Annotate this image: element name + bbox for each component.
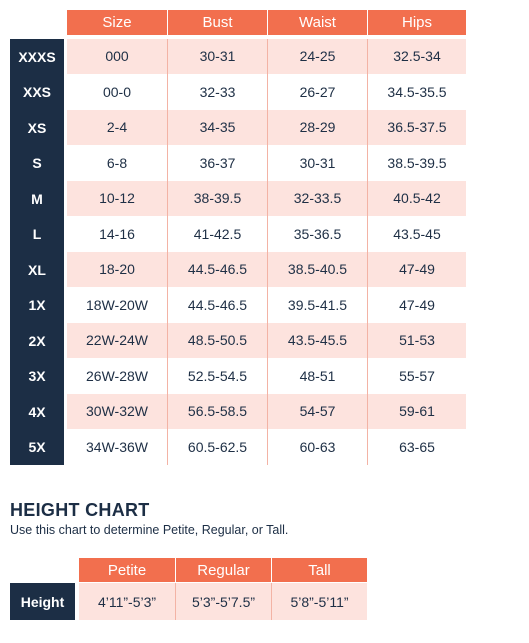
size-cell: 32-33.5 <box>268 181 367 216</box>
height-chart-header-regular: Regular <box>176 558 271 582</box>
size-cell: 44.5-46.5 <box>168 287 267 322</box>
height-chart-header-petite: Petite <box>79 558 175 582</box>
size-cell: 55-57 <box>368 358 466 393</box>
size-cell: 36.5-37.5 <box>368 110 466 145</box>
size-cell: 60-63 <box>268 429 367 464</box>
size-cell: 10-12 <box>67 181 167 216</box>
height-cell: 4’11”-5’3” <box>79 583 175 620</box>
size-cell: 47-49 <box>368 287 466 322</box>
size-cell: 43.5-45.5 <box>268 323 367 358</box>
size-cell: 47-49 <box>368 252 466 287</box>
size-chart-header-hips: Hips <box>368 10 466 35</box>
size-cell: 00-0 <box>67 74 167 109</box>
size-row-label: L <box>32 226 42 243</box>
size-cell: 18W-20W <box>67 287 167 322</box>
size-cell: 38.5-40.5 <box>268 252 367 287</box>
size-row-label: S <box>32 155 42 172</box>
height-cell: 5’3”-5’7.5” <box>176 583 271 620</box>
size-cell: 22W-24W <box>67 323 167 358</box>
size-row-label: XS <box>27 119 47 136</box>
size-chart-divider <box>167 39 168 465</box>
height-cell: 5’8”-5’11” <box>272 583 367 620</box>
size-cell: 38.5-39.5 <box>368 145 466 180</box>
size-cell: 6-8 <box>67 145 167 180</box>
size-cell: 56.5-58.5 <box>168 394 267 429</box>
size-cell: 48.5-50.5 <box>168 323 267 358</box>
size-cell: 30-31 <box>268 145 367 180</box>
size-cell: 34W-36W <box>67 429 167 464</box>
size-row-label: 5X <box>28 439 46 456</box>
size-chart-divider <box>367 39 368 465</box>
height-row-label: Height <box>10 583 75 620</box>
size-row-label: 4X <box>28 403 46 420</box>
size-chart-header-waist: Waist <box>268 10 367 35</box>
size-cell: 59-61 <box>368 394 466 429</box>
size-cell: 14-16 <box>67 216 167 251</box>
size-cell: 24-25 <box>268 39 367 74</box>
size-cell: 30W-32W <box>67 394 167 429</box>
size-chart-header-bust: Bust <box>168 10 267 35</box>
height-chart-divider <box>175 583 176 620</box>
size-cell: 34.5-35.5 <box>368 74 466 109</box>
size-cell: 18-20 <box>67 252 167 287</box>
size-cell: 40.5-42 <box>368 181 466 216</box>
height-chart-header-tall: Tall <box>272 558 367 582</box>
height-chart-subtitle: Use this chart to determine Petite, Regu… <box>10 523 289 537</box>
size-cell: 44.5-46.5 <box>168 252 267 287</box>
size-row-label: M <box>31 190 43 207</box>
size-cell: 28-29 <box>268 110 367 145</box>
size-cell: 2-4 <box>67 110 167 145</box>
size-cell: 26-27 <box>268 74 367 109</box>
size-cell: 52.5-54.5 <box>168 358 267 393</box>
size-cell: 36-37 <box>168 145 267 180</box>
size-chart-divider <box>267 39 268 465</box>
size-row-label: XXS <box>22 84 51 101</box>
size-cell: 48-51 <box>268 358 367 393</box>
size-cell: 32.5-34 <box>368 39 466 74</box>
size-row-label: 1X <box>28 297 46 314</box>
size-row-label: 3X <box>28 368 46 385</box>
size-cell: 35-36.5 <box>268 216 367 251</box>
size-cell: 000 <box>67 39 167 74</box>
size-cell: 54-57 <box>268 394 367 429</box>
size-chart-header-size: Size <box>67 10 167 35</box>
size-cell: 60.5-62.5 <box>168 429 267 464</box>
size-cell: 34-35 <box>168 110 267 145</box>
height-chart-divider <box>271 583 272 620</box>
height-chart-title: HEIGHT CHART <box>10 500 150 520</box>
size-cell: 38-39.5 <box>168 181 267 216</box>
size-row-label: XL <box>28 261 46 278</box>
size-row-label: 2X <box>28 332 46 349</box>
size-cell: 63-65 <box>368 429 466 464</box>
size-cell: 39.5-41.5 <box>268 287 367 322</box>
size-cell: 43.5-45 <box>368 216 466 251</box>
size-cell: 30-31 <box>168 39 267 74</box>
size-cell: 26W-28W <box>67 358 167 393</box>
size-cell: 32-33 <box>168 74 267 109</box>
size-label-column <box>10 39 64 465</box>
size-row-label: XXXS <box>18 48 56 65</box>
size-cell: 51-53 <box>368 323 466 358</box>
size-cell: 41-42.5 <box>168 216 267 251</box>
